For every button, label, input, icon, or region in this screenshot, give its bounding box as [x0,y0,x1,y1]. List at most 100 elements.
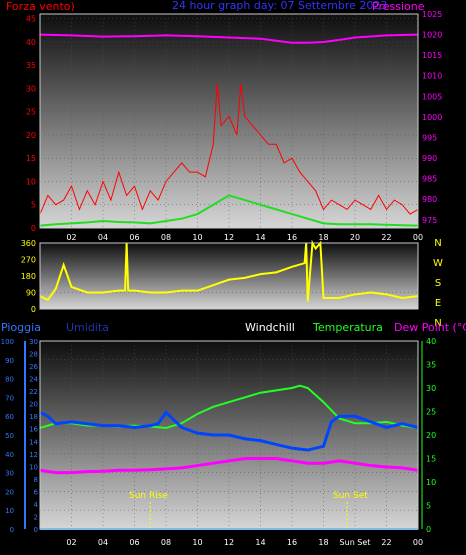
rain-tick-label: 26 [29,363,38,371]
temperature-tick-label: 20 [426,431,436,440]
pressure-tick-label: 975 [422,216,437,225]
rain-axis-label: Pioggia [1,321,41,334]
panel-direction-frame [39,242,419,310]
pressure-tick-label: 1000 [422,113,442,122]
panel-direction-series [39,239,419,302]
x-tick-label: 00 [413,538,423,547]
temperature-tick-label: 40 [426,337,436,346]
rain-tick-label: 8 [34,476,38,484]
rain-tick-label: 28 [29,351,38,359]
direction-tick-label: 270 [21,256,36,265]
wind-speed-line [39,83,419,215]
x-tick-label: 10 [192,233,202,242]
x-tick-label: 22 [381,233,391,242]
wind-tick-label: 20 [26,131,36,140]
x-tick-label: 20 [350,233,360,242]
x-tick-label: 22 [381,538,391,547]
pressure-y-ticks: 975 980 985 990 995 1000 1005 1010 1015 1020 1025 [422,10,442,225]
temperature-tick-label: 0 [426,525,431,534]
humidity-tick-label: 30 [5,470,14,478]
windchill-legend: Windchill [245,321,295,334]
temperature-tick-label: 15 [426,455,436,464]
sun-events [149,502,348,529]
direction-tick-label: 360 [21,239,36,248]
wind-y-ticks: 0 5 10 15 20 25 30 35 40 45 [26,15,36,233]
rain-tick-label: 14 [29,438,38,446]
humidity-tick-label: 50 [5,432,14,440]
compass-label: N [434,238,441,249]
rain-tick-label: 12 [29,451,38,459]
wind-tick-label: 15 [26,154,36,163]
pressure-tick-label: 990 [422,154,437,163]
rain-tick-label: 18 [29,413,38,421]
humidity-tick-label: 20 [5,488,14,496]
rain-tick-label: 2 [34,513,38,521]
pressure-tick-label: 995 [422,133,437,142]
humidity-tick-label: 70 [5,394,14,402]
temperature-tick-label: 10 [426,478,436,487]
humidity-y-ticks: 0 10 20 30 40 50 60 70 80 90 100 [1,338,14,534]
x-tick-label: 02 [66,538,76,547]
wind-tick-label: 5 [31,201,36,210]
panel-wind-series [39,33,419,227]
rain-tick-label: 4 [34,501,39,509]
humidity-legend: Umidita [66,321,109,334]
x-tick-label: 08 [161,538,171,547]
compass-label: W [433,258,443,269]
rain-tick-label: 16 [29,426,38,434]
rain-tick-label: 6 [34,488,39,496]
rain-tick-label: 30 [29,338,38,346]
wind-tick-label: 35 [26,61,36,70]
x-tick-label: 18 [318,233,328,242]
wind-tick-label: 45 [26,15,36,24]
x-tick-label: 12 [224,538,234,547]
series-line-1 [39,410,419,452]
pressure-tick-label: 1010 [422,72,442,81]
direction-tick-label: 180 [21,272,36,281]
humidity-tick-label: 40 [5,451,14,459]
humidity-tick-label: 10 [5,507,14,515]
pressure-axis-label: Pressione [372,0,425,13]
temperature-legend: Temperatura [312,321,383,334]
compass-label: E [435,298,441,309]
pressure-tick-label: 1020 [422,31,442,40]
panel-temp-x-ticks: 02 04 06 08 10 12 14 16 18 Sun Set 22 00 [66,538,423,547]
pressure-tick-label: 1005 [422,92,442,101]
x-tick-label: 12 [224,233,234,242]
wind-tick-label: 40 [26,38,36,47]
wind-direction-line [39,239,419,302]
humidity-tick-label: 60 [5,413,14,421]
temperature-tick-label: 5 [426,502,431,511]
dewpoint-legend: Dew Point (°C) [394,321,466,334]
pressure-tick-label: 1025 [422,10,442,19]
panel-wind-bg [40,14,418,228]
x-tick-label: 16 [287,233,297,242]
wind-tick-label: 30 [26,84,36,93]
sunrise-label: Sun Rise [129,491,168,501]
panel-direction-bg [40,243,418,309]
panel-temp-frame [39,340,419,530]
x-tick-label: 08 [161,233,171,242]
compass-label: N [434,318,441,329]
x-tick-label: 14 [255,233,265,242]
panel-wind-frame [39,13,419,229]
wind-tick-label: 10 [26,177,36,186]
x-tick-label: 04 [98,233,108,242]
x-tick-label: 10 [192,538,202,547]
x-tick-label: 18 [318,538,328,547]
direction-tick-label: 90 [26,289,36,298]
x-tick-label: 02 [66,233,76,242]
x-tick-label: 06 [129,233,139,242]
temperature-tick-label: 35 [426,361,436,370]
direction-tick-label: 0 [31,305,36,314]
wind-tick-label: 0 [31,224,36,233]
pressure-line [39,33,419,44]
x-tick-label: 00 [413,233,423,242]
panel-wind-x-ticks: 02 04 06 08 10 12 14 16 18 20 22 00 [66,233,423,242]
rain-tick-label: 20 [29,401,38,409]
temperature-tick-label: 25 [426,408,436,417]
x-tick-label: 14 [255,538,265,547]
humidity-tick-label: 80 [5,376,14,384]
